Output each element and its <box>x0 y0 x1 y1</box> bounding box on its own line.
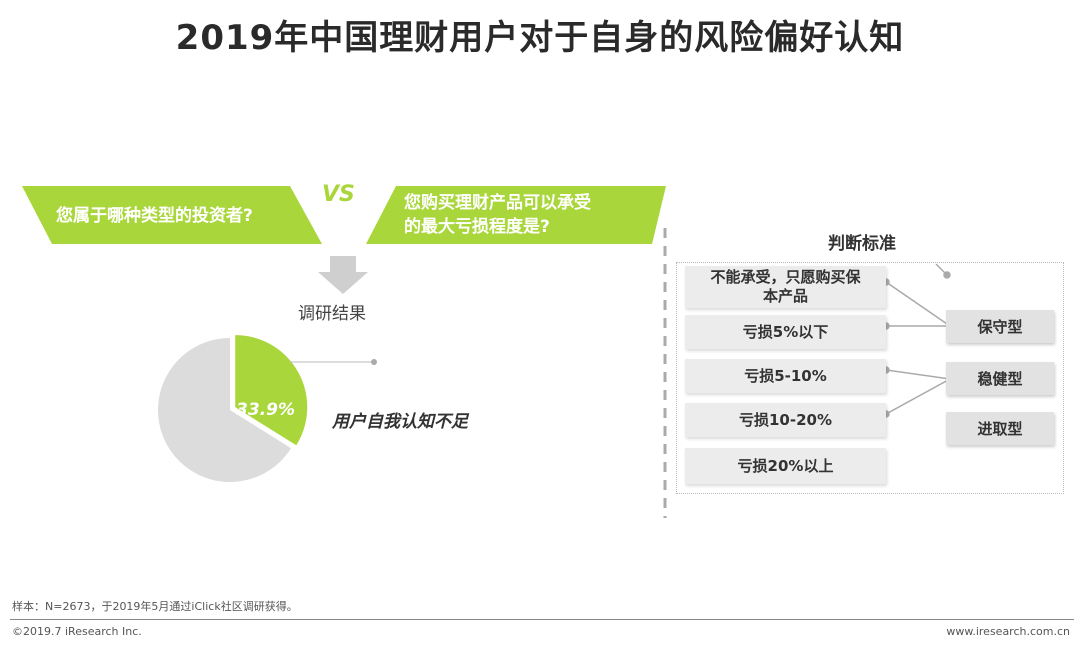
question-right-line1: 您购买理财产品可以承受 <box>404 193 591 213</box>
criteria-item-3: 亏损5-10% <box>685 359 886 393</box>
pie-leader-line <box>290 359 377 365</box>
category-aggressive: 进取型 <box>946 412 1054 445</box>
footer-divider <box>10 619 1074 620</box>
criteria-item-5: 亏损20%以上 <box>685 448 886 484</box>
banner-shape-left <box>22 186 322 244</box>
pie-slice-highlight <box>235 335 308 446</box>
question-left-banner: 您属于哪种类型的投资者? <box>22 186 322 244</box>
criteria-panel <box>676 262 1064 494</box>
copyright: ©2019.7 iResearch Inc. <box>12 625 142 638</box>
vertical-divider <box>663 228 667 518</box>
criteria-item-5-text: 亏损20%以上 <box>737 456 834 475</box>
question-right-line2: 的最大亏损程度是? <box>404 217 550 237</box>
criteria-item-4-text: 亏损10-20% <box>738 410 832 429</box>
question-right-banner: 您购买理财产品可以承受 的最大亏损程度是? <box>366 186 666 244</box>
pie-caption: 用户自我认知不足 <box>332 412 468 432</box>
criteria-item-2: 亏损5%以下 <box>685 315 886 349</box>
page-title: 2019年中国理财用户对于自身的风险偏好认知 <box>175 18 905 58</box>
down-arrow-icon <box>318 256 368 294</box>
criteria-title: 判断标准 <box>828 234 896 254</box>
footnote: 样本：N=2673，于2019年5月通过iClick社区调研获得。 <box>12 600 298 613</box>
criteria-item-1: 不能承受，只愿购买保 本产品 <box>685 266 886 308</box>
pie-slice-rest <box>157 338 292 482</box>
category-balanced: 稳健型 <box>946 362 1054 395</box>
criteria-item-1-line1: 不能承受，只愿购买保 <box>710 268 861 286</box>
criteria-item-2-text: 亏损5%以下 <box>742 322 829 341</box>
question-left-text: 您属于哪种类型的投资者? <box>56 206 253 226</box>
criteria-item-3-text: 亏损5-10% <box>744 366 827 385</box>
pie-chart <box>157 335 308 482</box>
criteria-item-1-line2: 本产品 <box>762 287 808 305</box>
category-conservative: 保守型 <box>946 310 1054 343</box>
banner-shape-right <box>366 186 666 244</box>
vs-label: VS <box>322 182 355 207</box>
pie-slice-label: 33.9% <box>236 400 295 420</box>
website-link[interactable]: www.iresearch.com.cn <box>946 625 1070 638</box>
criteria-item-4: 亏损10-20% <box>685 403 886 437</box>
result-label: 调研结果 <box>298 304 366 324</box>
